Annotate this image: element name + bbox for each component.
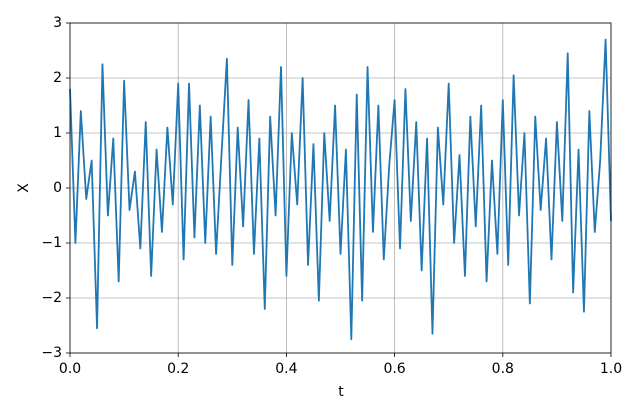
data-line (69, 38, 612, 341)
y-tick-label: 1 (53, 125, 62, 141)
y-tick-label: 0 (53, 180, 62, 196)
x-tick-label: 0.0 (59, 361, 81, 377)
x-tick-label: 0.8 (492, 361, 514, 377)
plot-frame (69, 22, 612, 354)
y-tick-label: −3 (41, 345, 62, 361)
x-tick-label: 1.0 (600, 361, 622, 377)
x-tick-label: 0.6 (383, 361, 405, 377)
x-axis-label: t (338, 384, 344, 400)
y-axis-label: X (16, 183, 32, 193)
y-tick-label: −2 (41, 290, 62, 306)
y-tick-label: 2 (53, 70, 62, 86)
y-tick-label: 3 (53, 15, 62, 31)
y-tick-label: −1 (41, 235, 62, 251)
x-tick-label: 0.4 (275, 361, 297, 377)
x-tick-label: 0.2 (167, 361, 189, 377)
